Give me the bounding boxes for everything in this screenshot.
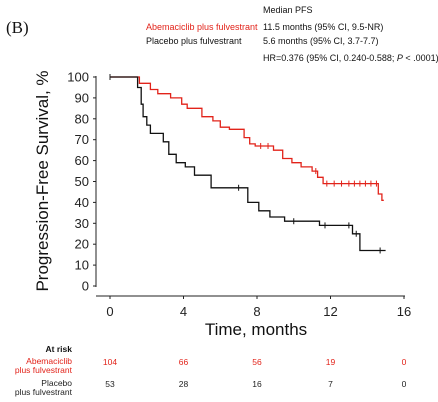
y-tick-label: 0 <box>82 279 89 294</box>
at-risk-value: 19 <box>326 357 336 367</box>
x-tick-label: 4 <box>180 304 187 319</box>
at-risk-value: 7 <box>328 379 333 389</box>
x-ticks: 0 4 8 12 16 <box>106 296 411 319</box>
x-tick-label: 16 <box>397 304 411 319</box>
x-tick-label: 8 <box>253 304 260 319</box>
legend-series-2-median: 5.6 months (95% CI, 3.7-7.7) <box>263 36 379 46</box>
at-risk-value: 53 <box>105 379 115 389</box>
y-tick-label: 30 <box>75 216 89 231</box>
y-tick-label: 40 <box>75 195 89 210</box>
at-risk-row-1-label-line2: plus fulvestrant <box>15 365 73 375</box>
at-risk-row-1-label-line1: Abemaciclib <box>26 356 72 366</box>
y-tick-label: 60 <box>75 153 89 168</box>
hazard-ratio-text: HR=0.376 (95% CI, 0.240-0.588; P < .0001… <box>263 53 438 63</box>
y-axis-title: Progression-Free Survival, % <box>33 70 52 291</box>
panel-label: (B) <box>6 18 29 37</box>
at-risk-value: 56 <box>252 357 262 367</box>
at-risk-value: 0 <box>402 357 407 367</box>
x-tick-label: 0 <box>106 304 113 319</box>
y-tick-label: 100 <box>67 70 89 85</box>
at-risk-value: 0 <box>402 379 407 389</box>
legend-series-2-name: Placebo plus fulvestrant <box>146 36 242 46</box>
y-tick-label: 10 <box>75 258 89 273</box>
at-risk-row-2-label-line1: Placebo <box>41 378 72 388</box>
y-tick-label: 80 <box>75 111 89 126</box>
at-risk-value: 16 <box>252 379 262 389</box>
y-tick-label: 50 <box>75 174 89 189</box>
hr-end: < .0001) <box>403 53 438 63</box>
hr-text: HR=0.376 (95% CI, 0.240-0.588; <box>263 53 397 63</box>
curves <box>109 74 386 254</box>
at-risk-value: 104 <box>103 357 117 367</box>
y-ticks: 0 10 20 30 40 50 60 70 80 90 100 <box>67 70 96 294</box>
at-risk-row-2-label-line2: plus fulvestrant <box>15 387 73 397</box>
legend-series-1-median: 11.5 months (95% CI, 9.5-NR) <box>263 22 383 32</box>
median-pfs-title: Median PFS <box>263 5 313 15</box>
legend-series-1-name: Abemaciclib plus fulvestrant <box>146 22 258 32</box>
y-tick-label: 90 <box>75 90 89 105</box>
at-risk-value: 66 <box>179 357 189 367</box>
at-risk-label: At risk <box>46 344 73 354</box>
y-tick-label: 70 <box>75 132 89 147</box>
series-2-curve <box>110 76 386 252</box>
at-risk-value: 28 <box>179 379 189 389</box>
at-risk-values: 104 66 56 19 0 53 28 16 7 0 <box>103 357 407 389</box>
hr-p: P <box>397 53 403 63</box>
x-axis-title: Time, months <box>205 320 307 339</box>
y-tick-label: 20 <box>75 237 89 252</box>
series-1-curve <box>110 76 384 201</box>
x-tick-label: 12 <box>323 304 337 319</box>
